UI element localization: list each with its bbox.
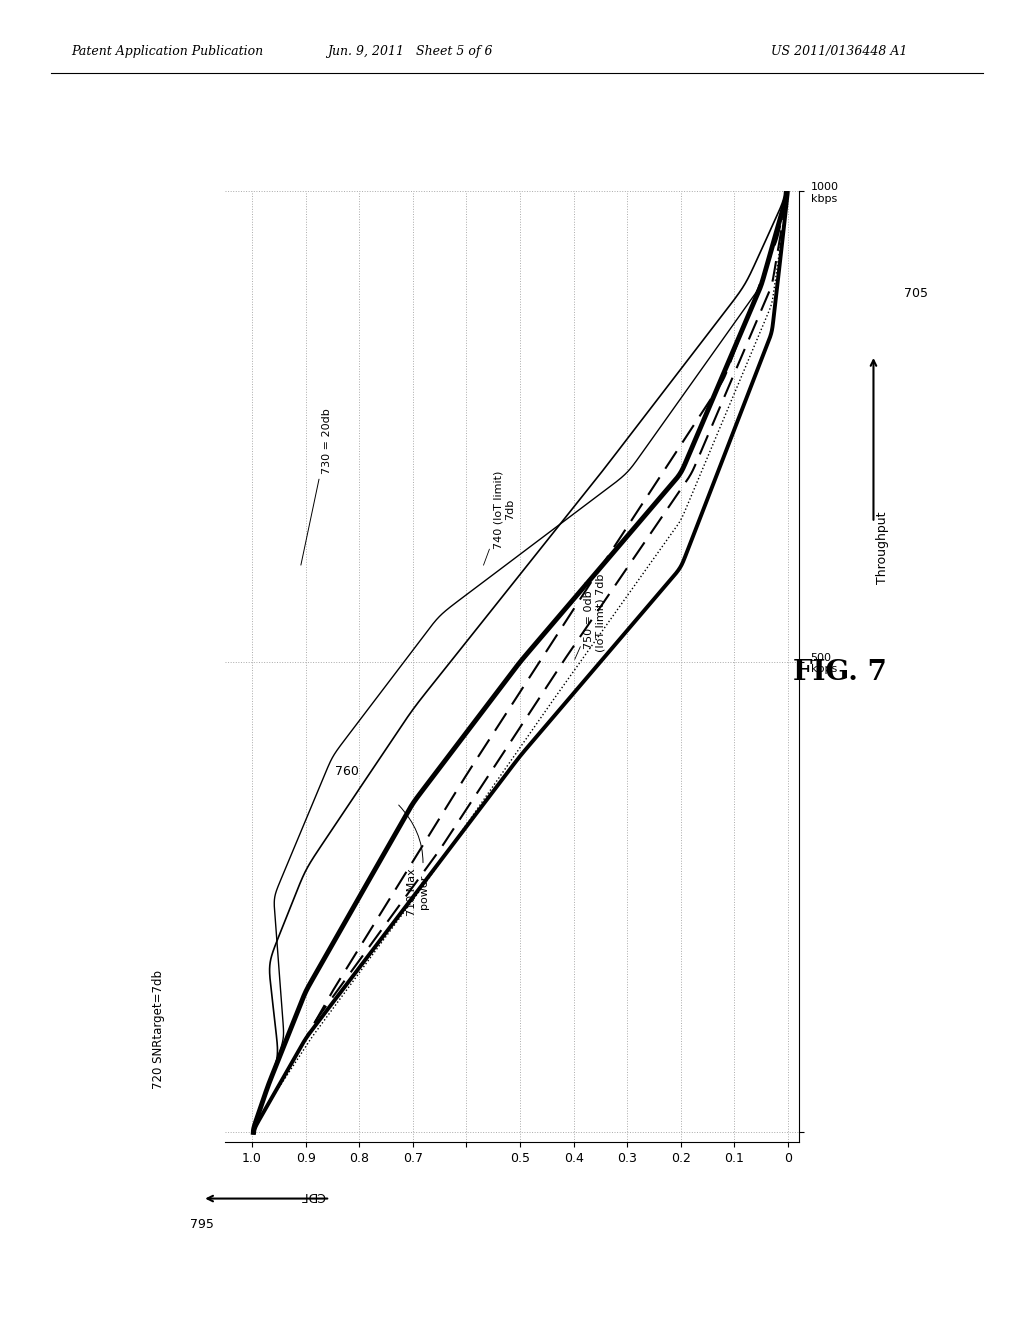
Text: 750 = 0db +
(IoT limit) 7db: 750 = 0db + (IoT limit) 7db	[574, 574, 606, 660]
Text: 710 Max
power: 710 Max power	[398, 805, 429, 916]
Text: 705: 705	[904, 286, 929, 300]
Text: 730 = 20db: 730 = 20db	[301, 408, 332, 565]
Text: Patent Application Publication: Patent Application Publication	[72, 45, 264, 58]
Text: CDF: CDF	[300, 1188, 325, 1201]
Text: Jun. 9, 2011   Sheet 5 of 6: Jun. 9, 2011 Sheet 5 of 6	[327, 45, 493, 58]
Text: 760: 760	[336, 764, 359, 777]
Text: 740 (IoT limit)
7db: 740 (IoT limit) 7db	[483, 471, 515, 565]
Text: 795: 795	[189, 1217, 214, 1230]
Text: Throughput: Throughput	[877, 512, 889, 583]
Text: FIG. 7: FIG. 7	[793, 659, 887, 686]
Text: US 2011/0136448 A1: US 2011/0136448 A1	[771, 45, 908, 58]
Text: 720 SNRtarget=7db: 720 SNRtarget=7db	[153, 970, 165, 1089]
